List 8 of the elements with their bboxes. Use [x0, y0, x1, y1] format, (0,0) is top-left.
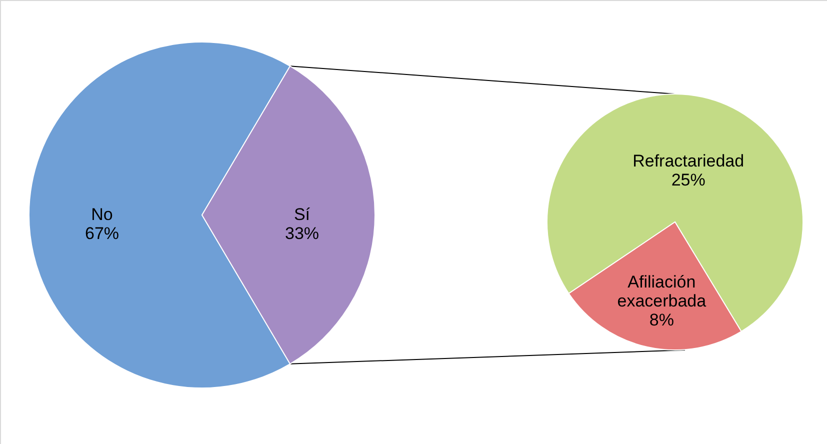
- slice-label: No: [91, 205, 113, 224]
- data-label: 25%: [671, 170, 706, 190]
- data-label: 8%: [649, 310, 674, 330]
- slice-label: Afiliación exacerbada: [617, 272, 707, 311]
- data-label: 33%: [284, 224, 320, 243]
- slice-label: Refractariedad: [632, 151, 744, 170]
- slice-label: Sí: [294, 205, 310, 224]
- data-label: 67%: [84, 224, 120, 243]
